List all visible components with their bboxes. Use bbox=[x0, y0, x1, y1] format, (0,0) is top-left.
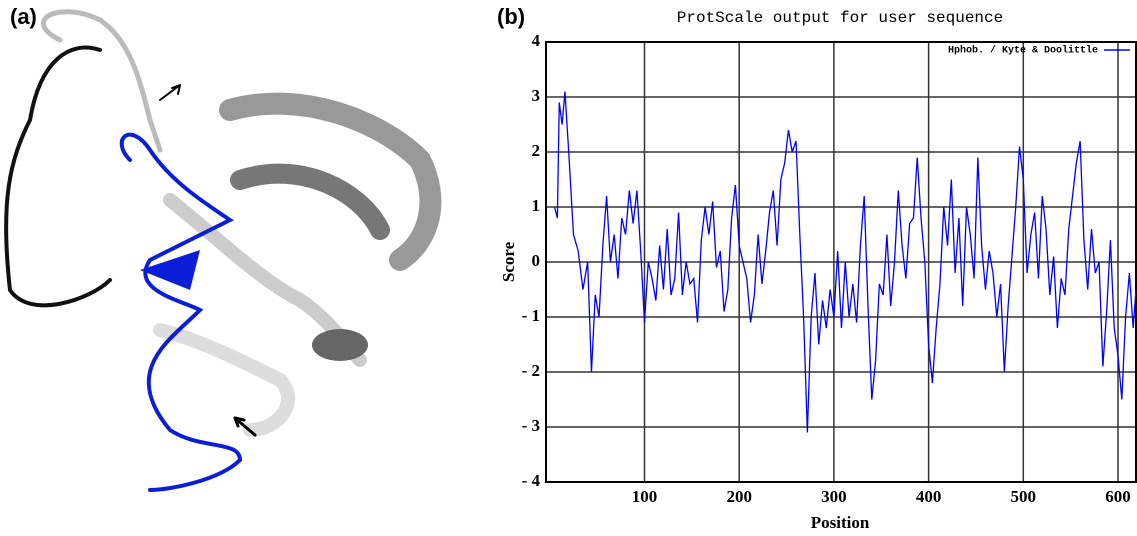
y-tick-label: - 1 bbox=[522, 306, 540, 325]
loop bbox=[41, 9, 163, 153]
x-tick-label: 600 bbox=[1105, 487, 1131, 506]
plot-frame bbox=[545, 41, 1137, 483]
y-tick-label: - 3 bbox=[522, 416, 540, 435]
x-tick-label: 500 bbox=[1011, 487, 1037, 506]
x-tick-label: 100 bbox=[632, 487, 658, 506]
highlight bbox=[119, 132, 243, 492]
x-tick-label: 400 bbox=[916, 487, 942, 506]
x-tick-label: 200 bbox=[726, 487, 752, 506]
highlight bbox=[140, 250, 200, 290]
loop bbox=[4, 45, 112, 308]
helix bbox=[230, 163, 390, 240]
x-tick-label: 300 bbox=[821, 487, 847, 506]
y-tick-label: 3 bbox=[532, 86, 541, 105]
panel-label: (a) bbox=[10, 4, 37, 29]
protein-structure bbox=[4, 9, 442, 492]
y-tick-label: - 4 bbox=[522, 471, 541, 490]
x-axis-label: Position bbox=[811, 513, 870, 532]
legend-label: Hphob. / Kyte & Doolittle bbox=[948, 45, 1098, 57]
y-tick-label: 2 bbox=[532, 141, 541, 160]
helix bbox=[312, 329, 368, 361]
chart-title: ProtScale output for user sequence bbox=[677, 9, 1003, 27]
sheet bbox=[153, 323, 295, 437]
y-tick-label: 1 bbox=[532, 196, 541, 215]
y-axis-label: Score bbox=[499, 241, 518, 282]
y-tick-label: 4 bbox=[532, 31, 541, 50]
data-line bbox=[553, 91, 1137, 433]
helix bbox=[219, 92, 442, 271]
y-tick-label: - 2 bbox=[522, 361, 540, 380]
arrow bbox=[233, 416, 257, 437]
y-tick-label: 0 bbox=[532, 251, 541, 270]
arrow bbox=[159, 84, 181, 101]
panel-label: (b) bbox=[497, 4, 525, 29]
